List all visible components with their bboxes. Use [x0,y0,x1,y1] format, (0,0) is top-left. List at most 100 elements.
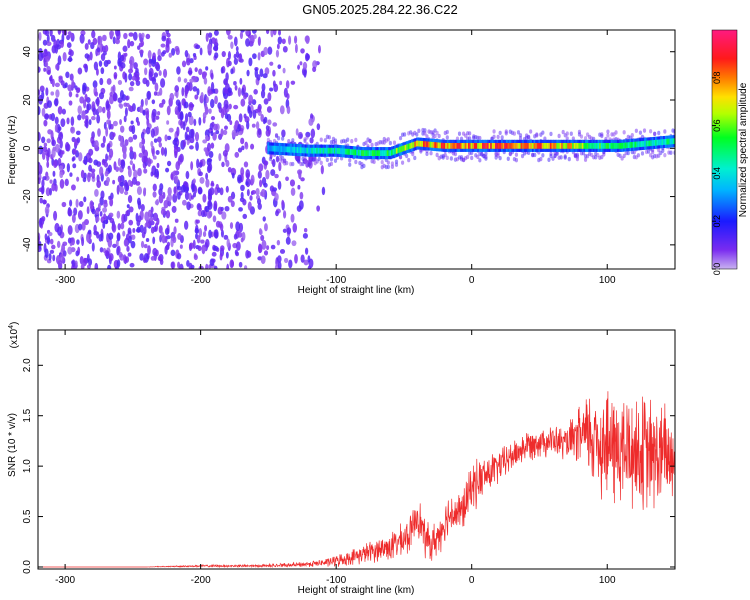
noise-blob [133,151,137,160]
noise-blob [138,152,144,158]
ridge-halo [270,159,275,165]
noise-blob [93,140,99,149]
ridge-point [540,142,543,149]
ridge-point [644,140,647,147]
noise-blob [155,115,160,120]
ridge-point [559,142,563,149]
noise-blob [176,126,180,137]
noise-blob [152,236,156,245]
noise-blob [72,148,77,155]
noise-blob [198,171,203,177]
noise-blob [165,210,171,219]
ridge-halo [323,138,327,143]
ridge-halo [653,131,657,136]
noise-blob [150,140,154,148]
ridge-point [351,149,354,156]
ridge-point [397,147,400,154]
noise-blob [211,121,215,127]
ridge-point [273,145,277,152]
noise-blob [104,170,109,177]
noise-blob [57,126,62,131]
noise-blob [93,61,99,71]
noise-blob [244,116,250,123]
ridge-halo [541,130,545,135]
ridge-halo [285,160,289,166]
ridge-point [317,147,321,154]
ridge-halo [350,139,354,144]
y-tick-label: 1.5 [22,408,33,422]
noise-blob [233,53,237,59]
noise-blob [190,161,194,171]
ridge-point [372,150,375,157]
ridge-point [637,141,641,148]
noise-blob [278,30,281,36]
ridge-point [459,142,463,149]
ridge-halo [425,151,429,157]
noise-blob [174,175,179,184]
noise-blob [130,240,136,249]
noise-blob [135,67,139,74]
noise-blob [266,245,270,251]
noise-blob [210,116,216,121]
noise-blob [86,172,91,183]
noise-blob [69,199,73,207]
noise-blob [248,57,253,67]
noise-blob [95,216,100,222]
ridge-point [370,150,373,157]
noise-blob [283,87,288,98]
noise-blob [49,179,53,184]
ridge-halo [281,136,285,141]
ridge-point [656,139,660,146]
ridge-point [316,147,319,154]
noise-blob [82,257,87,267]
noise-blob [316,123,321,131]
noise-blob [156,110,161,116]
noise-blob [60,118,66,128]
ridge-halo [305,135,309,140]
noise-blob [218,106,223,114]
noise-blob [128,219,134,226]
noise-blob [39,197,43,204]
ridge-point [655,139,658,146]
noise-blob [276,43,280,50]
x-tick-label: 100 [599,275,616,286]
noise-blob [207,43,212,52]
noise-blob [208,210,213,218]
spectrogram-y-ticks: -40 -20 0 20 40 [22,46,675,252]
ridge-halo [433,133,437,139]
noise-blob [41,151,46,160]
noise-blob [204,102,208,110]
ridge-point [663,139,666,145]
noise-blob [88,119,92,126]
noise-blob [188,115,194,126]
ridge-point [324,147,327,154]
noise-blob [255,188,260,196]
noise-blob [61,150,65,155]
noise-blob [257,106,262,113]
noise-blob [227,34,233,40]
noise-blob [68,55,72,63]
snr-series-line [38,391,675,569]
noise-blob [38,52,44,62]
noise-blob [100,190,105,199]
ridge-halo [386,160,390,165]
noise-blob [173,137,179,143]
ridge-point [394,148,397,155]
noise-blob [113,72,118,79]
noise-blob [54,116,59,125]
noise-blob [98,92,105,100]
noise-blob [183,220,189,230]
ridge-halo [500,135,504,140]
ridge-point [589,142,593,149]
noise-blob [108,212,114,218]
ridge-point [493,142,496,149]
colorbar-tick-label: 0.6 [712,119,722,132]
ridge-halo [514,157,519,163]
ridge-point [599,142,602,149]
noise-blob [241,87,245,96]
noise-blob [105,153,109,162]
noise-blob [223,78,229,86]
noise-blob [204,225,208,232]
noise-blob [128,32,134,37]
noise-blob [86,206,90,215]
